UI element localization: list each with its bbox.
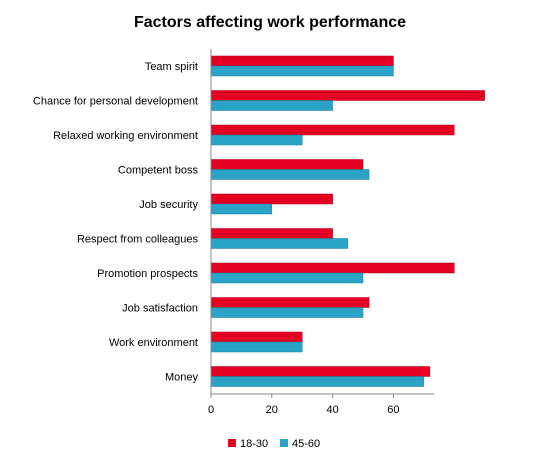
legend-swatch-18-30 <box>228 439 236 447</box>
legend-label-45-60: 45-60 <box>292 438 320 450</box>
x-tick-label-40: 40 <box>326 404 338 416</box>
bar-18-30-team-spirit <box>210 55 394 67</box>
bar-45-60-team-spirit <box>210 65 394 77</box>
x-tick-label-20: 20 <box>266 404 278 416</box>
category-label-promotion-prospects: Promotion prospects <box>97 268 198 280</box>
x-tick-label-0: 0 <box>208 404 214 416</box>
bar-18-30-work-environment <box>210 331 303 343</box>
bar-45-60-respect-from-colleagues <box>210 238 349 249</box>
bar-45-60-chance-for-personal-development <box>210 100 333 111</box>
x-tick-label-60: 60 <box>387 404 399 416</box>
legend-label-18-30: 18-30 <box>240 438 268 450</box>
category-label-respect-from-colleagues: Respect from colleagues <box>77 234 199 246</box>
legend-swatch-45-60 <box>280 439 288 447</box>
bars-group <box>210 55 485 387</box>
category-label-job-security: Job security <box>139 199 198 211</box>
category-labels: Team spirit Chance for personal developme… <box>33 61 199 384</box>
legend: 18-30 45-60 <box>228 438 320 450</box>
bar-45-60-promotion-prospects <box>210 272 364 284</box>
category-label-money: Money <box>165 372 199 384</box>
bar-45-60-money <box>210 376 425 387</box>
bar-18-30-competent-boss <box>210 159 364 170</box>
category-label-chance-for-personal-development: Chance for personal development <box>33 96 198 108</box>
bar-18-30-job-satisfaction <box>210 297 370 308</box>
category-label-relaxed-working-environment: Relaxed working environment <box>53 130 198 142</box>
bar-45-60-work-environment <box>210 341 303 353</box>
category-label-competent-boss: Competent boss <box>118 165 199 177</box>
bar-18-30-money <box>210 366 431 377</box>
category-label-team-spirit: Team spirit <box>145 61 198 73</box>
bar-45-60-relaxed-working-environment <box>210 134 303 146</box>
chart-title: Factors affecting work performance <box>134 14 406 31</box>
bar-45-60-job-security <box>210 203 273 215</box>
category-label-job-satisfaction: Job satisfaction <box>122 303 198 315</box>
bar-18-30-respect-from-colleagues <box>210 228 333 239</box>
bar-18-30-job-security <box>210 193 333 205</box>
bar-18-30-chance-for-personal-development <box>210 90 485 101</box>
bar-18-30-promotion-prospects <box>210 262 455 274</box>
bar-45-60-competent-boss <box>210 169 370 180</box>
bar-18-30-relaxed-working-environment <box>210 124 455 136</box>
category-label-work-environment: Work environment <box>109 337 198 349</box>
x-axis-ticks: 0 20 40 60 <box>208 394 400 416</box>
bar-45-60-job-satisfaction <box>210 307 364 318</box>
